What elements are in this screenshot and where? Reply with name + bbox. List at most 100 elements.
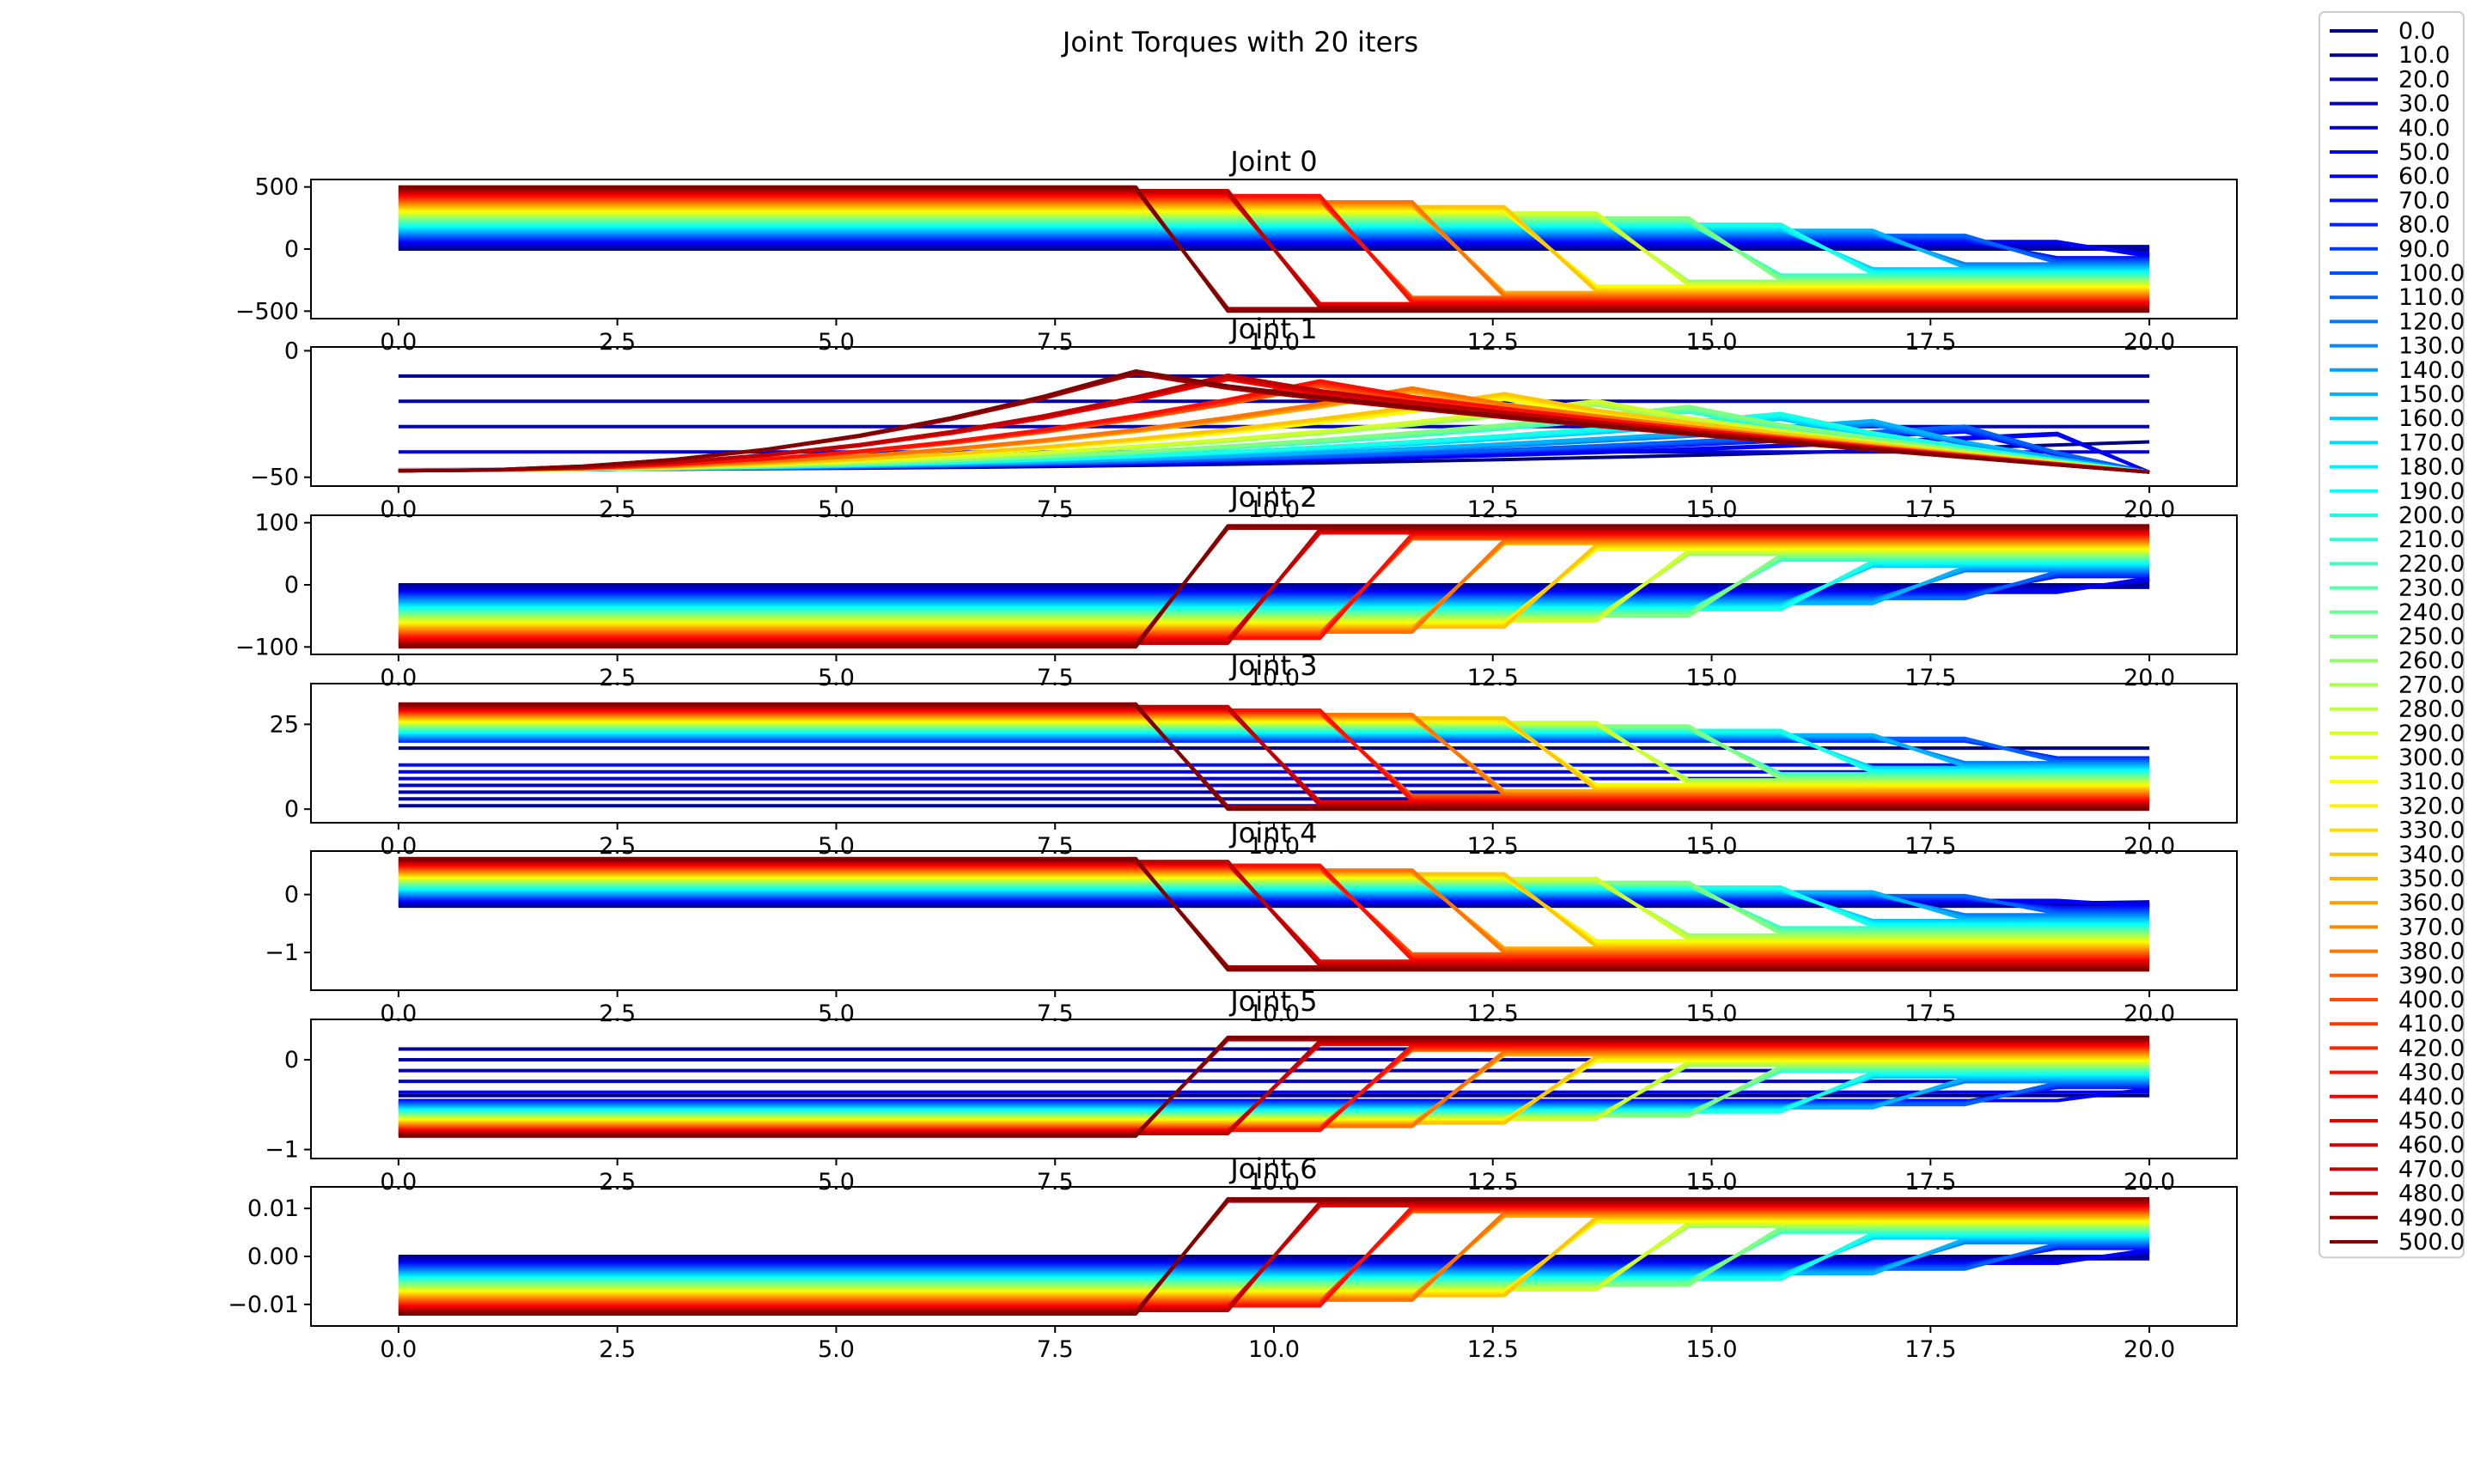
legend-label-30.0: 30.0 xyxy=(2398,91,2450,118)
x-tick-label: 7.5 xyxy=(1037,1169,1074,1195)
series-line-500.0 xyxy=(398,369,2150,474)
figure-title: Joint Torques with 20 iters xyxy=(1061,26,1418,58)
subplot-joint-2: Joint 2 100 0 −100 0.0 2.5 5.0 7.5 10.0 12.5 15.0 1… xyxy=(235,481,2238,691)
subplot-joint-5: Joint 5 0 −1 0.0 2.5 5.0 7.5 10.0 12.5 15.0 17.5 20… xyxy=(265,985,2238,1195)
legend-label-60.0: 60.0 xyxy=(2398,163,2450,190)
y-tick-label: 0 xyxy=(284,572,299,599)
x-tick-label: 7.5 xyxy=(1037,1336,1074,1363)
x-tick-label: 15.0 xyxy=(1685,329,1737,356)
series-line-500.0 xyxy=(398,1035,2150,1138)
x-tick-label: 2.5 xyxy=(599,329,636,356)
series-line-500.0 xyxy=(398,702,2150,812)
x-tick-label: 2.5 xyxy=(599,1169,636,1195)
y-tick-label: −500 xyxy=(235,298,299,325)
legend-label-250.0: 250.0 xyxy=(2398,623,2465,650)
legend-label-220.0: 220.0 xyxy=(2398,550,2465,577)
legend-label-350.0: 350.0 xyxy=(2398,866,2465,892)
y-tick-label: 0 xyxy=(284,236,299,263)
x-tick-label: 17.5 xyxy=(1904,833,1956,860)
legend-label-450.0: 450.0 xyxy=(2398,1108,2465,1134)
legend-label-110.0: 110.0 xyxy=(2398,284,2465,311)
y-tick-label: −1 xyxy=(265,940,299,966)
x-tick-label: 15.0 xyxy=(1685,496,1737,523)
x-tick-label: 2.5 xyxy=(599,665,636,691)
legend-label-410.0: 410.0 xyxy=(2398,1011,2465,1037)
x-tick-label: 7.5 xyxy=(1037,329,1074,356)
legend-label-130.0: 130.0 xyxy=(2398,333,2465,360)
x-tick-label: 10.0 xyxy=(1248,496,1300,523)
y-tick-label: 500 xyxy=(254,174,299,201)
legend-label-150.0: 150.0 xyxy=(2398,381,2465,408)
legend-label-400.0: 400.0 xyxy=(2398,987,2465,1013)
x-tick-label: 10.0 xyxy=(1248,665,1300,691)
legend-label-120.0: 120.0 xyxy=(2398,308,2465,335)
x-tick-label: 10.0 xyxy=(1248,1169,1300,1195)
legend-label-490.0: 490.0 xyxy=(2398,1205,2465,1232)
y-tick-label: 25 xyxy=(270,711,299,738)
legend-label-0.0: 0.0 xyxy=(2398,18,2435,45)
x-tick-label: 12.5 xyxy=(1467,833,1519,860)
x-tick-label: 7.5 xyxy=(1037,1000,1074,1027)
y-tick-label: −0.01 xyxy=(228,1292,299,1318)
subplot-joint-1: Joint 1 0 −50 0.0 2.5 5.0 7.5 10.0 12.5 15.0 17.5 2… xyxy=(250,313,2238,523)
legend-label-480.0: 480.0 xyxy=(2398,1181,2465,1207)
x-tick-label: 10.0 xyxy=(1248,329,1300,356)
legend-label-310.0: 310.0 xyxy=(2398,769,2465,795)
series-lines xyxy=(398,1197,2150,1316)
series-line-500.0 xyxy=(398,856,2150,972)
x-tick-label: 5.0 xyxy=(818,665,855,691)
series-lines xyxy=(398,1035,2150,1138)
subplot-title: Joint 5 xyxy=(1228,985,1317,1018)
subplot-title: Joint 3 xyxy=(1228,649,1317,682)
x-tick-label: 12.5 xyxy=(1467,1336,1519,1363)
legend-label-70.0: 70.0 xyxy=(2398,187,2450,214)
legend-label-190.0: 190.0 xyxy=(2398,478,2465,505)
y-tick-label: −1 xyxy=(265,1137,299,1164)
legend-label-430.0: 430.0 xyxy=(2398,1060,2465,1086)
legend-label-200.0: 200.0 xyxy=(2398,502,2465,529)
x-tick-label: 20.0 xyxy=(2124,833,2175,860)
series-line-500.0 xyxy=(398,1197,2150,1316)
legend-label-240.0: 240.0 xyxy=(2398,599,2465,626)
x-tick-label: 15.0 xyxy=(1685,665,1737,691)
x-tick-label: 0.0 xyxy=(380,1336,417,1363)
legend-label-20.0: 20.0 xyxy=(2398,66,2450,93)
x-tick-label: 10.0 xyxy=(1248,1336,1300,1363)
x-tick-label: 5.0 xyxy=(818,1169,855,1195)
x-tick-label: 17.5 xyxy=(1904,665,1956,691)
series-line-500.0 xyxy=(398,185,2150,313)
subplot-joint-6: Joint 6 0.01 0.00 −0.01 0.0 2.5 5.0 7.5 10.0 12.5… xyxy=(228,1153,2238,1363)
x-tick-label: 20.0 xyxy=(2124,496,2175,523)
legend-label-440.0: 440.0 xyxy=(2398,1084,2465,1110)
series-lines xyxy=(398,185,2150,313)
x-tick-label: 7.5 xyxy=(1037,496,1074,523)
legend-label-390.0: 390.0 xyxy=(2398,963,2465,989)
legend-label-230.0: 230.0 xyxy=(2398,575,2465,602)
legend-label-370.0: 370.0 xyxy=(2398,914,2465,940)
series-lines xyxy=(398,369,2150,474)
series-line-500.0 xyxy=(398,524,2150,649)
x-tick-label: 0.0 xyxy=(380,496,417,523)
x-tick-label: 20.0 xyxy=(2124,1000,2175,1027)
series-lines xyxy=(398,524,2150,649)
x-tick-label: 12.5 xyxy=(1467,665,1519,691)
x-tick-label: 12.5 xyxy=(1467,329,1519,356)
legend-label-40.0: 40.0 xyxy=(2398,115,2450,142)
x-tick-label: 7.5 xyxy=(1037,833,1074,860)
x-tick-label: 17.5 xyxy=(1904,496,1956,523)
x-tick-label: 2.5 xyxy=(599,833,636,860)
subplot-title: Joint 4 xyxy=(1228,817,1317,849)
legend-label-10.0: 10.0 xyxy=(2398,42,2450,69)
legend-label-380.0: 380.0 xyxy=(2398,939,2465,965)
x-tick-label: 5.0 xyxy=(818,833,855,860)
x-tick-label: 20.0 xyxy=(2124,1169,2175,1195)
y-tick-label: 100 xyxy=(254,510,299,537)
legend-label-260.0: 260.0 xyxy=(2398,648,2465,674)
x-tick-label: 17.5 xyxy=(1904,1169,1956,1195)
y-tick-label: 0 xyxy=(284,796,299,823)
x-tick-label: 12.5 xyxy=(1467,496,1519,523)
legend-label-470.0: 470.0 xyxy=(2398,1156,2465,1183)
x-tick-label: 10.0 xyxy=(1248,1000,1300,1027)
